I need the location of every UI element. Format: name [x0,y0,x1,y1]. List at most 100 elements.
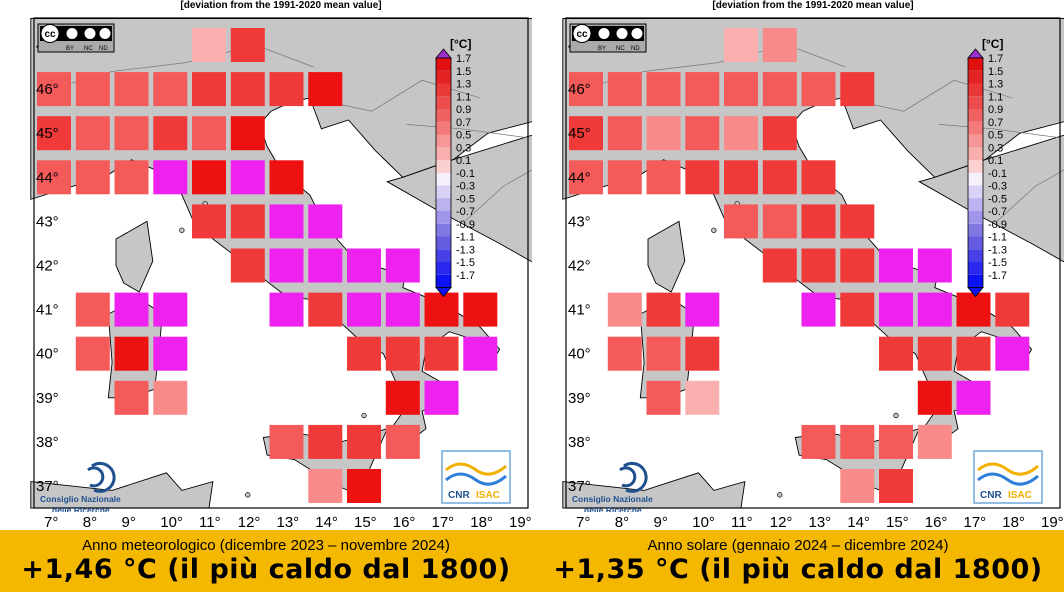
anomaly-cell [840,204,875,239]
anomaly-cell [569,116,603,151]
anomaly-cell [995,336,1030,371]
anomaly-cell [724,116,758,151]
anomaly-cell [37,116,71,151]
colorbar-segment [436,147,451,161]
colorbar-segment [436,185,451,199]
island [361,412,367,419]
border-line [996,169,1064,222]
map-svg: 47°46°45°44°43°42°41°40°39°38°37°1.71.51… [30,14,532,512]
caption-right: Anno solare (gennaio 2024 – dicembre 202… [532,530,1064,585]
cnr-logo-line2: delle Ricerche [584,505,642,512]
lon-label: 10° [692,514,715,531]
lat-label: 38° [568,434,591,451]
cnr-arc-icon [91,461,116,493]
lat-label: 41° [568,302,591,319]
colorbar-tick-label: -1.1 [988,232,1007,244]
cc-text: cc [577,29,589,40]
colorbar-segment [968,160,983,173]
lon-label: 16° [924,514,948,531]
anomaly-cell [685,116,720,151]
colorbar-segment [968,96,983,110]
colorbar-tick-label: 0.1 [988,155,1003,167]
anomaly-cell [685,380,720,415]
anomaly-cell [153,380,188,415]
lat-label: 44° [568,169,591,186]
anomaly-cell [607,160,642,195]
anomaly-cell [801,204,836,239]
license-by-label: BY [66,46,74,52]
land-corsica [647,220,686,293]
anomaly-cell [269,292,304,327]
anomaly-cell [917,380,952,415]
by-icon [597,27,611,40]
anomaly-cell [385,336,420,371]
map-area: 47°46°45°44°43°42°41°40°39°38°37°1.71.51… [30,14,532,512]
anomaly-cell [75,116,110,151]
cc-text: cc [45,29,57,40]
colorbar-segment [436,134,451,148]
colorbar-segment [968,262,983,275]
colorbar-segment [968,211,983,224]
colorbar-segment [436,223,451,237]
anomaly-cell [385,248,420,283]
colorbar-segment [968,121,983,135]
anomaly-cell [230,116,265,151]
colorbar-tick-label: 1.5 [988,66,1003,78]
anomaly-cell [269,160,304,195]
colorbar-segment [968,223,983,237]
anomaly-cell [308,424,343,459]
anomaly-cell [192,116,226,151]
lon-label: 15° [886,514,909,531]
anomaly-cell [569,160,603,195]
anomaly-cell [308,204,343,239]
lon-label: 13° [808,514,832,531]
anomaly-cell [424,292,459,327]
lon-label: 12° [769,514,793,531]
colorbar-tick-label: 1.1 [988,91,1003,103]
colorbar-segment [436,121,451,135]
colorbar-tick-label: -1.7 [456,270,475,282]
isac-logo-cnr: CNR [448,490,470,501]
colorbar-segment [968,185,983,199]
cc-license-badge: cc BY NC ND [37,23,115,53]
anomaly-cell [685,160,720,195]
anomaly-cell [569,72,603,107]
anomaly-cell [840,292,875,327]
anomaly-cell [230,204,265,239]
anomaly-cell [879,469,913,503]
cnr-arc-icon [87,466,105,488]
anomaly-cell [840,248,875,283]
anomaly-cell [956,380,991,415]
lat-label: 44° [36,169,59,186]
anomaly-cell [75,292,110,327]
anomaly-cell [840,424,875,459]
map-area: 47°46°45°44°43°42°41°40°39°38°37°1.71.51… [562,14,1064,512]
anomaly-cell [607,336,642,371]
anomaly-cell [646,292,681,327]
map-panel-right: [deviation from the 1991-2020 mean value… [562,0,1064,531]
colorbar-segment [968,198,983,212]
license-by-label: BY [598,46,606,52]
land-corsica [115,220,154,293]
anomaly-cell [917,248,952,283]
isac-logo-isac: ISAC [1008,490,1032,501]
anomaly-cell [724,72,758,107]
anomaly-cell [385,292,420,327]
colorbar-segment [436,198,451,212]
lat-label: 41° [36,302,59,319]
colorbar-tick-label: 0.9 [988,104,1003,116]
colorbar-segment [968,236,983,250]
anomaly-cell [269,204,304,239]
lon-label: 7° [576,514,591,531]
lat-label: 46° [36,81,59,98]
license-nc-label: NC [84,46,93,52]
lon-label: 14° [315,514,338,531]
anomaly-cell [308,292,343,327]
nc-icon [615,27,629,40]
anomaly-cell [114,72,149,107]
anomaly-cell [724,28,758,62]
nc-icon [83,27,97,40]
colorbar-tick-label: 0.7 [456,117,471,129]
anomaly-cell [995,292,1030,327]
